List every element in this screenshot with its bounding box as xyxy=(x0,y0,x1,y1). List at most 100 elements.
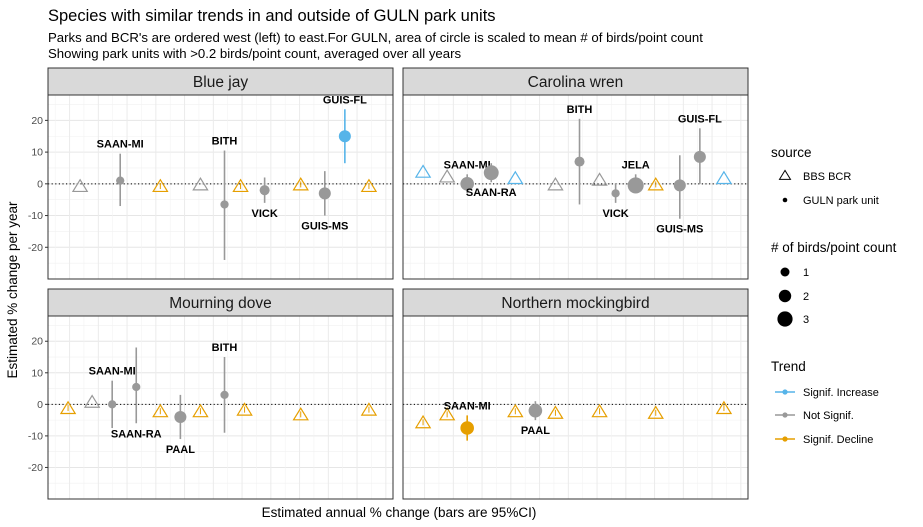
facet-strip xyxy=(402,288,749,317)
legend-trend-item-increase: Signif. Increase xyxy=(803,387,879,399)
point-label: PAAL xyxy=(166,444,195,456)
guln-park-circle-marker xyxy=(338,130,351,143)
y-tick-label: 0 xyxy=(37,178,43,190)
bbs-bcr-triangle-marker xyxy=(507,170,524,185)
legend-size-title: # of birds/point count xyxy=(771,240,897,255)
legend-key-size-circle xyxy=(777,311,793,327)
bbs-bcr-triangle-marker xyxy=(192,403,209,418)
legend-key-size-circle xyxy=(780,267,790,277)
guln-park-circle-marker xyxy=(259,185,270,196)
facet-panel-2: Mourning dove SAAN-MI SAAN-RA PAAL BITH xyxy=(47,288,394,500)
legend-size-item-3: 3 xyxy=(803,314,809,326)
bbs-bcr-triangle-marker xyxy=(715,170,733,185)
legend-key-triangle xyxy=(778,169,792,180)
chart-subtitle-line-2: Showing park units with >0.2 birds/point… xyxy=(48,46,461,61)
legend: source BBS BCR GULN park unit # of birds… xyxy=(771,145,897,446)
bbs-bcr-triangle-marker xyxy=(360,402,378,416)
bbs-bcr-triangle-marker xyxy=(152,178,169,193)
point-label: SAAN-RA xyxy=(111,428,162,440)
bbs-bcr-triangle-marker xyxy=(591,172,608,186)
legend-trend-item-notsignif: Not Signif. xyxy=(803,410,854,422)
bbs-bcr-triangle-marker xyxy=(507,403,524,418)
guln-park-circle-marker xyxy=(528,403,543,418)
point-label: BITH xyxy=(567,104,593,116)
x-axis-title: Estimated annual % change (bars are 95%C… xyxy=(262,505,537,520)
guln-park-circle-marker xyxy=(116,176,125,185)
point-label: JELA xyxy=(622,159,650,171)
y-tick-label: 0 xyxy=(37,399,43,411)
panel-border xyxy=(47,94,394,280)
y-tick-label: -10 xyxy=(28,210,43,222)
facet-panel-1: Carolina wren SAAN-MI SAAN-RA BITH VICK JELA G… xyxy=(402,67,749,280)
point-label: VICK xyxy=(251,208,277,220)
facet-strip xyxy=(402,67,749,96)
bbs-bcr-triangle-marker xyxy=(292,406,309,421)
bbs-bcr-triangle-marker xyxy=(647,405,664,419)
y-tick-label: 10 xyxy=(31,147,43,159)
point-label: BITH xyxy=(212,136,238,148)
point-label: SAAN-MI xyxy=(97,139,144,151)
bbs-bcr-triangle-marker xyxy=(360,178,378,193)
guln-park-circle-marker xyxy=(673,179,686,192)
y-tick-label: -10 xyxy=(28,430,43,442)
panel-border xyxy=(47,315,394,500)
guln-park-circle-marker xyxy=(693,150,706,163)
y-axis-tick-labels: 20 10 0 -10 -20 20 10 0 -10 -20 xyxy=(28,115,48,474)
guln-park-circle-marker xyxy=(483,165,499,181)
facet-panel-0: Blue jay SAAN-MI BITH VICK GUIS-MS GUIS-FL xyxy=(47,67,394,280)
legend-key-trend-dot xyxy=(782,412,788,418)
guln-park-circle-marker xyxy=(108,400,117,409)
bbs-bcr-triangle-marker xyxy=(591,403,608,418)
bbs-bcr-triangle-marker xyxy=(438,169,456,183)
guln-park-circle-marker xyxy=(220,390,229,400)
guln-park-circle-marker xyxy=(318,187,331,200)
y-axis-title: Estimated % change per year xyxy=(5,201,20,379)
guln-park-circle-marker xyxy=(460,421,474,435)
point-label: GUIS-FL xyxy=(678,113,722,125)
panel-background xyxy=(403,95,748,279)
bbs-bcr-triangle-marker xyxy=(547,177,564,191)
panel-border xyxy=(402,94,749,280)
bbs-bcr-triangle-marker xyxy=(715,400,733,415)
chart-title: Species with similar trends in and outsi… xyxy=(48,7,496,25)
legend-trend-title: Trend xyxy=(771,359,806,374)
facet-strip-label: Mourning dove xyxy=(169,295,272,312)
y-tick-label: 20 xyxy=(31,115,43,127)
bbs-bcr-triangle-marker xyxy=(414,164,432,178)
panel-background xyxy=(48,95,393,279)
point-label: GUIS-MS xyxy=(656,224,703,236)
guln-park-circle-marker xyxy=(174,410,187,423)
guln-park-circle-marker xyxy=(574,156,585,167)
guln-park-circle-marker xyxy=(611,189,620,198)
point-label: SAAN-MI xyxy=(89,366,136,378)
y-tick-label: 20 xyxy=(31,336,43,348)
legend-keys xyxy=(775,169,795,442)
legend-size-item-2: 2 xyxy=(803,291,809,303)
point-label: BITH xyxy=(212,342,238,354)
bbs-bcr-triangle-marker xyxy=(83,394,101,408)
point-label: VICK xyxy=(602,208,628,220)
legend-source-item-bbs: BBS BCR xyxy=(803,171,851,183)
legend-key-trend-dot xyxy=(782,436,788,442)
bbs-bcr-triangle-marker xyxy=(414,414,432,429)
facet-strip-label: Blue jay xyxy=(193,74,248,91)
bbs-bcr-triangle-marker xyxy=(232,178,249,193)
point-label: GUIS-MS xyxy=(301,221,348,233)
facet-panel-3: Northern mockingbird SAAN-MI PAAL xyxy=(402,288,749,500)
bbs-bcr-triangle-marker xyxy=(547,405,564,419)
point-label: PAAL xyxy=(521,425,550,437)
bbs-bcr-triangle-marker xyxy=(192,177,209,191)
bbs-bcr-triangle-marker xyxy=(647,177,664,191)
bbs-bcr-triangle-marker xyxy=(236,402,253,416)
panel-background xyxy=(48,316,393,499)
point-label: GUIS-FL xyxy=(323,94,367,106)
bbs-bcr-triangle-marker xyxy=(438,406,456,421)
guln-park-circle-marker xyxy=(627,177,644,194)
guln-park-circle-marker xyxy=(220,200,229,209)
legend-source-title: source xyxy=(771,145,812,160)
chart-subtitle-line-1: Parks and BCR's are ordered west (left) … xyxy=(48,30,703,45)
facet-strip xyxy=(47,67,394,96)
legend-key-dot xyxy=(782,197,788,203)
